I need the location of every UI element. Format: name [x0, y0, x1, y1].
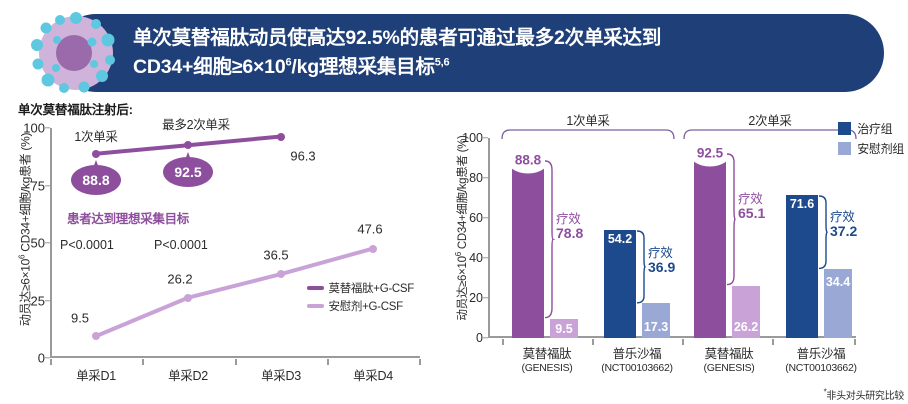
right-y-axis-line: [488, 138, 490, 338]
left-anno-two-apheresis: 最多2次单采: [162, 118, 230, 132]
right-effect-brace-g2s2: [818, 195, 828, 269]
left-value-placebo-d4: 47.6: [357, 221, 383, 237]
right-ytick-100: 100: [462, 131, 483, 145]
left-x-axis-line: [50, 356, 420, 358]
left-point-treatment-d3: [277, 132, 285, 141]
left-point-placebo-d1: [92, 332, 100, 341]
right-effect-label-g1s2: 疗效 36.9: [648, 246, 676, 275]
left-point-treatment-d2: [184, 141, 192, 150]
banner-line-2: CD34+细胞≥6×106/kg理想采集目标5,6: [133, 56, 450, 79]
right-group-header-2: 2次单采: [748, 114, 792, 128]
left-y-axis-line: [50, 128, 52, 358]
right-legend-label-placebo: 安慰剂组: [857, 142, 904, 156]
left-legend-label-placebo: 安慰剂+G-CSF: [328, 301, 404, 313]
right-chart: 动员达≥6×106 CD34+细胞/kg患者 (%) 1次单采 2次单采 100…: [440, 110, 908, 404]
left-value-placebo-d2: 26.2: [167, 271, 193, 287]
right-ytick-20: 20: [469, 291, 483, 305]
right-group-header-1: 1次单采: [566, 114, 610, 128]
right-barlabel-treatment-g2s1: 92.5: [689, 139, 731, 167]
right-barlabel-placebo-g1s2: 17.3: [643, 320, 669, 334]
right-ytick-0: 0: [476, 331, 483, 345]
right-effect-label-g2s1: 疗效 65.1: [738, 192, 766, 221]
right-bar-placebo-g1s2: [642, 303, 670, 338]
left-ytick-50: 50: [30, 235, 45, 251]
left-anno-pvalue-1: P<0.0001: [60, 238, 114, 252]
left-anno-pvalue-2: P<0.0001: [154, 238, 208, 252]
left-chart-plot-area: 100 75 50 25 0 单采D1 单采D2 单采D3 单采D4: [23, 118, 421, 383]
stem-cell-icon: [31, 12, 115, 93]
right-bar-treatment-g2s1: [694, 153, 726, 338]
right-effect-label-g1s1: 疗效 78.8: [556, 212, 584, 241]
right-ytick-40: 40: [469, 251, 483, 265]
left-point-placebo-d2: [184, 293, 192, 302]
left-point-placebo-d4: [369, 244, 377, 253]
right-xlabel-g1s2: 普乐沙福 (NCT00103662): [601, 347, 673, 374]
right-xlabel-g1s1: 莫替福肽 (GENESIS): [521, 347, 573, 374]
right-barlabel-placebo-g2s1: 26.2: [733, 320, 759, 334]
left-legend-label-treatment: 莫替福肽+G-CSF: [328, 283, 415, 295]
right-barlabel-placebo-g1s1: 9.5: [555, 322, 573, 336]
left-xlabel-d1: 单采D1: [76, 369, 116, 383]
right-x-axis-line: [488, 336, 856, 338]
banner-title: 单次莫替福肽动员使高达92.5%的患者可通过最多2次单采达到 CD34+细胞≥6…: [57, 26, 679, 81]
left-ytick-25: 25: [30, 293, 45, 308]
right-barlabel-treatment-g2s2: 71.6: [789, 197, 815, 211]
left-bubble-92-5: 92.5: [163, 157, 213, 187]
left-legend-item-treatment: 莫替福肽+G-CSF: [306, 280, 415, 296]
left-bubble-88-8: 88.8: [71, 165, 121, 195]
left-point-placebo-d3: [277, 270, 285, 279]
right-ytick-80: 80: [469, 171, 483, 185]
left-anno-one-apheresis: 1次单采: [74, 130, 118, 144]
right-effect-brace-g2s1: [726, 153, 736, 286]
right-bar-treatment-g2s2: [786, 194, 818, 338]
left-legend-swatch-placebo: [306, 304, 324, 308]
left-chart-legend: 莫替福肽+G-CSF 安慰剂+G-CSF: [306, 280, 415, 316]
right-bar-placebo-g2s1: [732, 285, 760, 338]
left-ytick-75: 75: [30, 178, 45, 193]
left-chart-y-axis-label: 动员达≥6×106 CD34+细胞/kg患者 (%): [17, 132, 33, 327]
left-legend-item-placebo: 安慰剂+G-CSF: [306, 298, 415, 314]
right-effect-brace-g1s2: [636, 229, 647, 304]
right-xlabel-g2s2: 普乐沙福 (NCT00103662): [785, 347, 857, 374]
left-xlabel-d4: 单采D4: [353, 369, 393, 383]
header-banner: 单次莫替福肽动员使高达92.5%的患者可通过最多2次单采达到 CD34+细胞≥6…: [57, 14, 884, 92]
right-chart-footnote: *非头对头研究比较: [823, 387, 905, 402]
right-bar-treatment-g1s2: [604, 229, 636, 338]
left-ytick-0: 0: [37, 350, 45, 366]
right-barlabel-placebo-g2s2: 34.4: [825, 275, 851, 289]
banner-line-1: 单次莫替福肽动员使高达92.5%的患者可通过最多2次单采达到: [133, 26, 662, 49]
right-chart-legend: 治疗组 安慰剂组: [838, 120, 904, 160]
right-effect-brace-g1s1: [544, 160, 556, 319]
right-legend-swatch-treatment: [838, 122, 852, 135]
left-xlabel-d2: 单采D2: [168, 369, 208, 383]
right-xlabel-g2s1: 莫替福肽 (GENESIS): [703, 347, 755, 374]
right-bar-placebo-g2s2: [824, 269, 852, 338]
left-anno-goal-text: 患者达到理想采集目标: [67, 212, 190, 226]
right-ytick-60: 60: [469, 211, 483, 225]
left-chart-title: 单次莫替福肽注射后:: [18, 103, 133, 117]
left-point-treatment-d1: [92, 149, 100, 158]
left-value-placebo-d3: 36.5: [263, 247, 289, 263]
right-legend-swatch-placebo: [838, 142, 852, 155]
right-legend-label-treatment: 治疗组: [857, 122, 893, 136]
right-chart-plot-area: 100 80 60 40 20 0 88.8 9.5: [462, 131, 857, 374]
left-ytick-100: 100: [23, 120, 45, 136]
right-effect-label-g2s2: 疗效 37.2: [830, 210, 858, 239]
right-barlabel-treatment-g1s2: 54.2: [607, 232, 633, 246]
left-xlabel-d3: 单采D3: [261, 369, 301, 383]
right-legend-item-treatment: 治疗组: [838, 120, 904, 137]
right-barlabel-treatment-g1s1: 88.8: [507, 146, 549, 174]
left-value-placebo-d1: 9.5: [70, 310, 90, 326]
left-value-treatment-d3: 96.3: [290, 148, 316, 164]
right-bar-treatment-g1s1: [512, 160, 544, 338]
right-group-braces: [501, 129, 857, 140]
left-chart: 单次莫替福肽注射后: 动员达≥6×106 CD34+细胞/kg患者 (%) 10…: [0, 96, 438, 396]
right-legend-item-placebo: 安慰剂组: [838, 140, 904, 157]
right-bar-placebo-g1s1: [550, 319, 578, 338]
left-legend-swatch-treatment: [306, 286, 324, 290]
